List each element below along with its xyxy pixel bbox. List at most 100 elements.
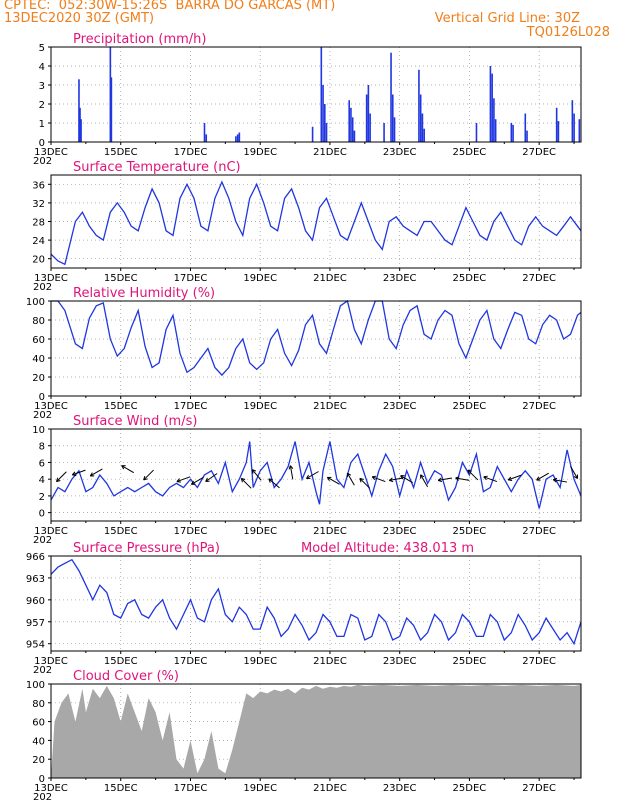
wind-arrow-head [552,479,557,483]
year-fragment: 202 [33,410,52,421]
wind-arrow-head [56,477,59,482]
panel-0: 0 1 2 3 4 5 13DEC 15DEC 17DEC 19DEC 21DEC 23DEC 25DE… [33,32,582,167]
x-tick-label: 25DEC [453,273,487,284]
precip-bar [236,134,239,142]
panel-annotation: Model Altitude: 438.013 m [301,541,474,556]
wind-arrow [467,469,479,481]
wind-arrow-head [143,475,146,481]
x-tick-label: 25DEC [453,656,487,667]
wind-arrow-head [400,475,404,480]
wind-arrow-shaft [191,476,204,485]
panel-frame [50,46,582,143]
wind-arrow-shaft [536,472,549,481]
x-tick-label: 21DEC [313,656,347,667]
y-tick-label: 4 [39,62,45,73]
precip-bar [367,85,370,142]
x-tick-label: 27DEC [522,656,556,667]
x-tick-label: 15DEC [104,401,138,412]
wind-arrow-head [389,479,394,483]
x-tick-label: 19DEC [243,783,277,794]
wind-arrow-head [388,477,393,481]
precip-bar [526,130,528,142]
wind-arrow [483,475,498,483]
wind-arrow [400,475,413,484]
year-fragment: 202 [33,156,52,167]
wind-arrow [455,476,470,481]
x-tick-label: 25DEC [453,147,487,158]
wind-arrow-shaft [359,478,371,489]
header-model-id: TQ0126L028 [526,25,610,40]
x-tick-label: 25DEC [453,783,487,794]
precip-bar [353,130,356,142]
y-tick-label: 60 [32,335,45,346]
wind-arrow [326,476,340,485]
x-tick-label: 15DEC [104,147,138,158]
precip-bar [524,113,527,142]
x-tick-label: 23DEC [383,401,417,412]
x-tick-label: 23DEC [383,526,417,537]
precip-bar [491,73,493,142]
x-tick-label: 13DEC [34,526,68,537]
wind-arrow-head [467,469,470,475]
precip-bar [512,124,514,142]
precip-bar [391,94,394,142]
precip-bar [109,47,112,142]
wind-arrow-head [240,478,243,483]
wind-arrow-head [437,477,442,481]
x-tick-label: 23DEC [383,147,417,158]
panel-4: 954 957 960 963 966 13DEC 15DEC 17DEC 19DEC 21DEC… [26,541,582,676]
x-tick-label: 21DEC [313,783,347,794]
header-grid-line: Vertical Grid Line: 30Z [434,11,580,26]
wind-arrow-head [176,481,181,483]
wind-arrow-head [268,478,273,481]
x-tick-label: 17DEC [174,147,208,158]
precip-bar [419,94,422,142]
header-date: 13DEC2020 30Z (GMT) [4,11,155,26]
x-tick-label: 15DEC [104,656,138,667]
precip-bar [311,126,314,142]
wind-arrow-shaft [143,469,154,481]
precip-bar [393,117,396,142]
x-tick-label: 21DEC [313,526,347,537]
wind-arrow [268,478,280,489]
wind-arrow [536,472,549,481]
precip-bar [79,107,81,142]
wind-arrow-head [437,479,443,483]
precip-bar [238,132,241,142]
wind-arrow-head [359,478,362,483]
y-tick-label: 24 [32,236,45,247]
y-tick-label: 20 [32,373,45,384]
precip-bar [510,123,513,142]
x-tick-label: 27DEC [522,401,556,412]
x-tick-label: 15DEC [104,273,138,284]
wind-arrow-head [467,469,472,472]
precip-bar [78,79,80,142]
y-tick-label: 0 [39,392,45,403]
precip-bar [365,94,368,142]
x-tick-label: 19DEC [243,273,277,284]
wind-arrow-head [508,479,513,481]
precip-bar [390,52,392,143]
wind-arrow-head [89,472,93,477]
header-line1: CPTEC: 052:30W-15:26S BARRA DO GARCAS (M… [4,0,336,13]
y-tick-label: 960 [26,596,45,607]
panel-title: Surface Wind (m/s) [73,414,197,429]
wind-arrow [288,465,294,480]
wind-arrow-shaft [400,475,413,484]
precip-bar [418,69,420,142]
x-tick-label: 21DEC [313,147,347,158]
wind-arrow [205,473,218,483]
x-tick-label: 13DEC [34,147,68,158]
wind-arrow-head [251,469,254,474]
wind-arrow-shaft [240,478,252,489]
y-tick-label: 36 [32,180,45,191]
precip-bar [110,77,113,142]
wind-arrow [388,477,404,483]
x-tick-label: 25DEC [453,401,487,412]
wind-arrow-shaft [327,476,340,485]
wind-arrow-head [268,478,271,483]
precip-bar [235,136,237,142]
wind-arrow-shaft [467,469,479,481]
y-tick-label: 20 [32,755,45,766]
